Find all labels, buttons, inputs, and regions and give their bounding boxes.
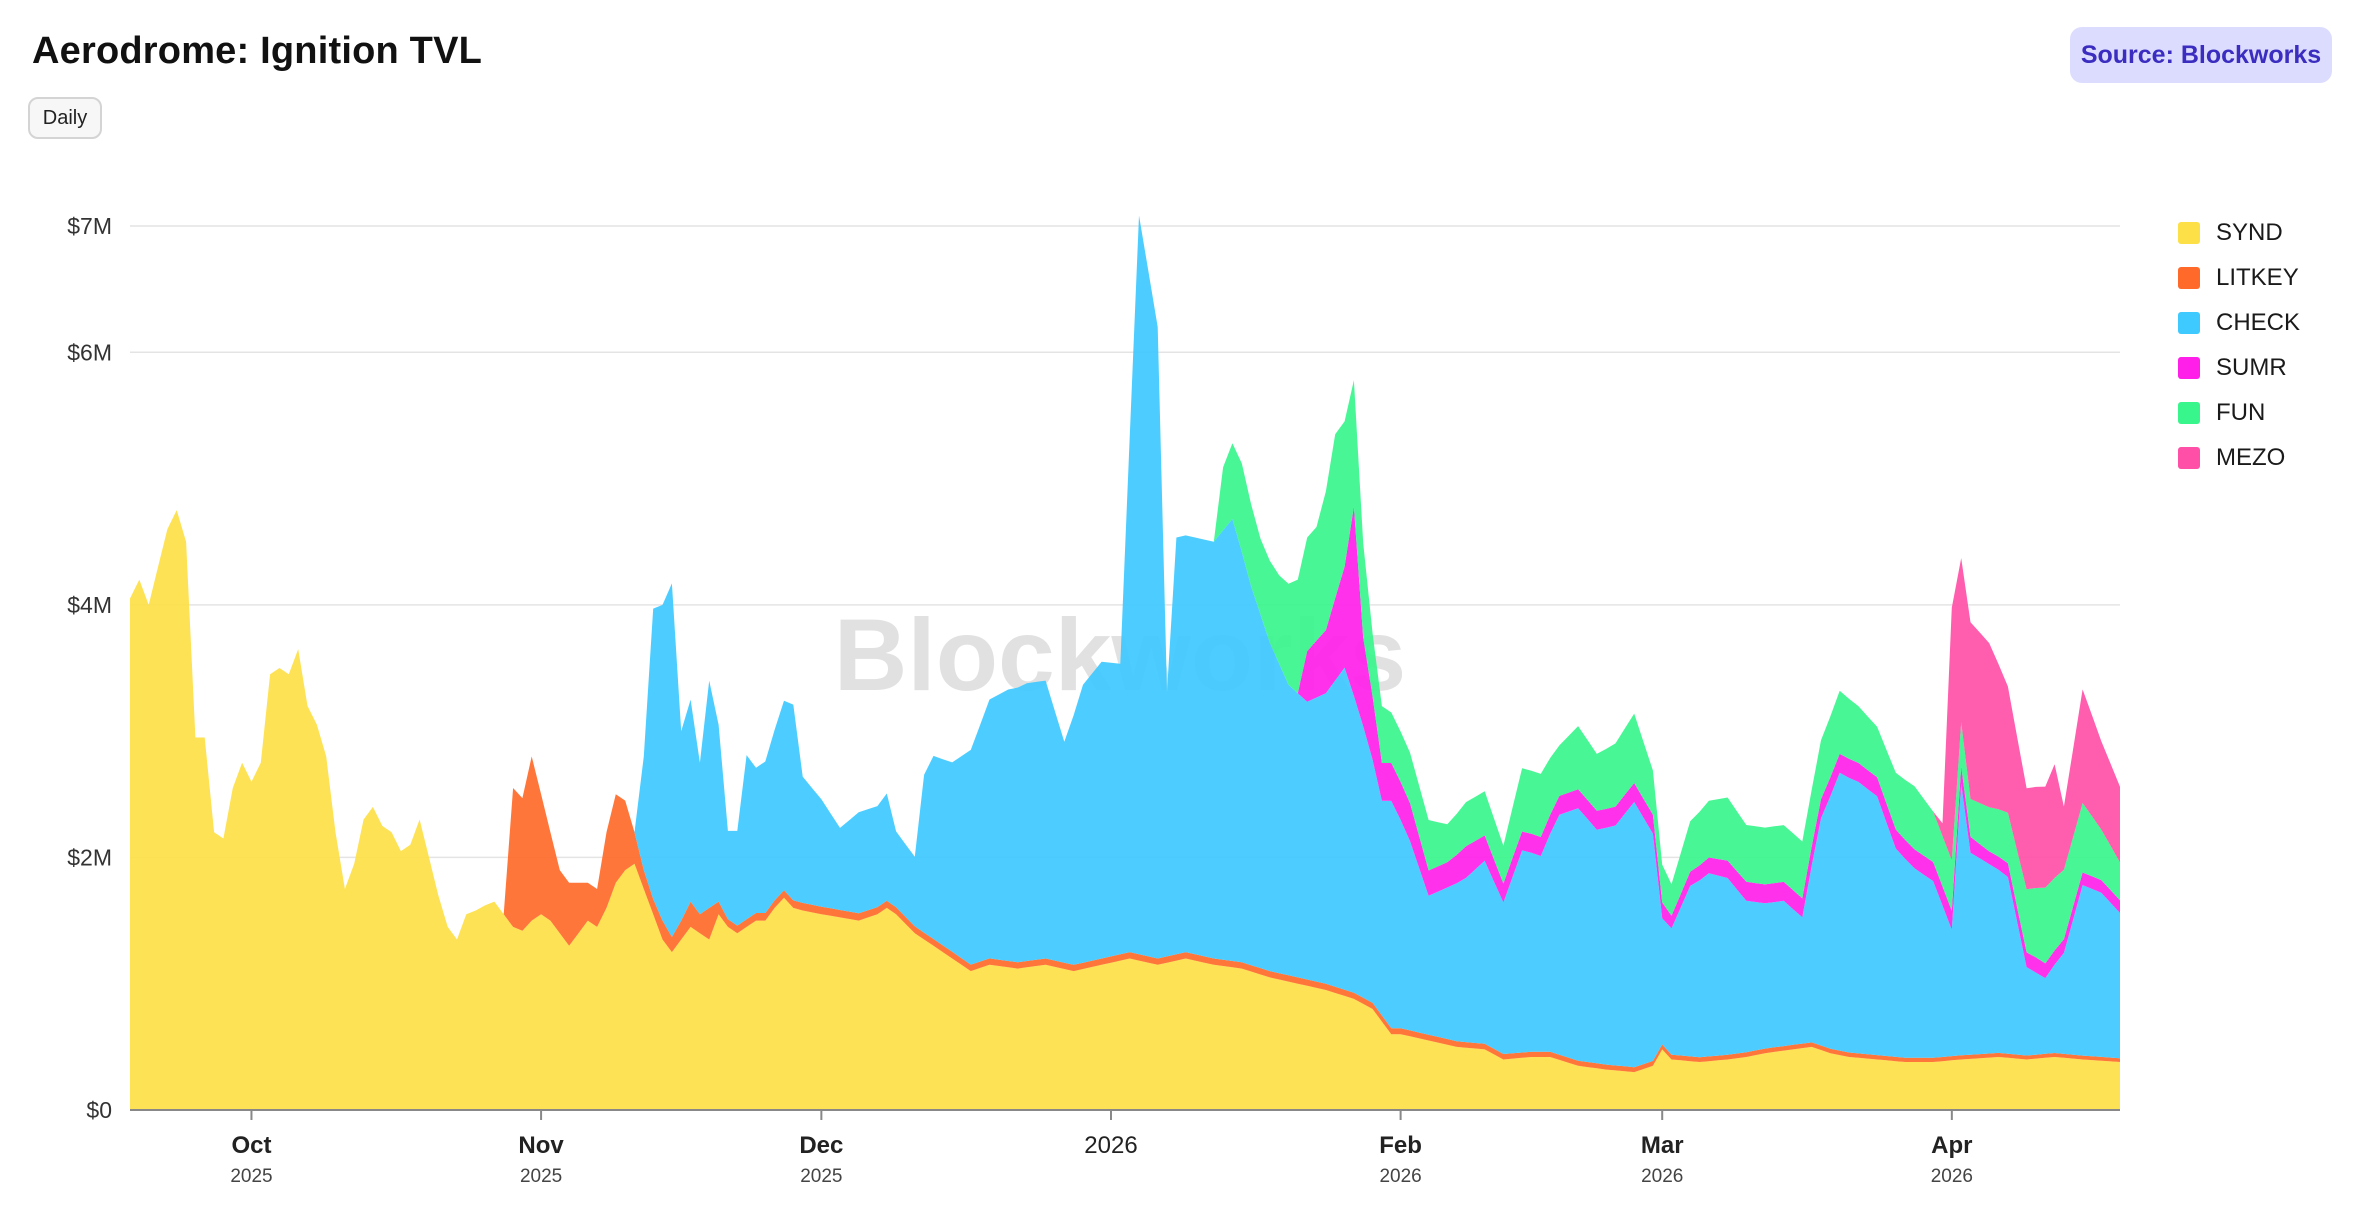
legend-label: CHECK [2216,308,2301,336]
chart-legend: SYND LITKEY CHECK SUMR FUN MEZO [2178,210,2300,480]
legend-label: FUN [2216,398,2266,426]
legend-item-fun[interactable]: FUN [2178,390,2300,435]
chart-title: Aerodrome: Ignition TVL [32,30,483,72]
legend-swatch [2178,266,2200,289]
legend-label: SYND [2216,218,2283,246]
legend-item-sumr[interactable]: SUMR [2178,345,2300,390]
legend-item-litkey[interactable]: LITKEY [2178,255,2300,300]
x-tick-label: Dec [799,1132,843,1159]
x-tick-year: 2026 [1379,1166,1421,1187]
daily-period-button[interactable]: Daily [28,97,102,139]
x-tick-year: 2026 [1641,1166,1683,1187]
x-tick-year: 2026 [1931,1166,1973,1187]
legend-label: MEZO [2216,443,2286,471]
legend-swatch [2178,356,2200,379]
y-tick-label: $0 [86,1097,112,1123]
x-tick-label: Apr [1931,1132,1972,1159]
axis-layer: $0 $2M $4M $6M $7M Oct 2025 Nov 2025 Dec 2025 2026 F… [67,213,2120,1187]
legend-label: LITKEY [2216,263,2299,291]
x-tick-label: Oct [231,1132,271,1159]
legend-item-synd[interactable]: SYND [2178,210,2300,255]
area-synd[interactable] [130,510,2120,1111]
y-tick-label: $7M [67,213,112,239]
area-layer [130,215,2120,1111]
x-tick-label: Feb [1379,1132,1422,1159]
y-tick-label: $2M [67,844,112,870]
x-tick-label: Nov [518,1132,564,1159]
area-litkey[interactable] [130,510,2120,1073]
x-tick-year: 2025 [520,1166,562,1187]
x-tick-year: 2025 [230,1166,272,1187]
legend-item-mezo[interactable]: MEZO [2178,435,2300,480]
x-tick-year: 2025 [800,1166,842,1187]
legend-label: SUMR [2216,353,2287,381]
area-fun[interactable] [130,215,2120,964]
legend-swatch [2178,401,2200,424]
legend-swatch [2178,311,2200,334]
legend-swatch [2178,221,2200,244]
y-tick-label: $6M [67,339,112,365]
legend-swatch [2178,446,2200,469]
x-tick-label: Mar [1641,1132,1684,1159]
legend-item-check[interactable]: CHECK [2178,300,2300,345]
area-check[interactable] [130,215,2120,1068]
source-badge[interactable]: Source: Blockworks [2070,27,2332,83]
y-tick-label: $4M [67,592,112,618]
x-tick-label: 2026 [1084,1132,1137,1159]
